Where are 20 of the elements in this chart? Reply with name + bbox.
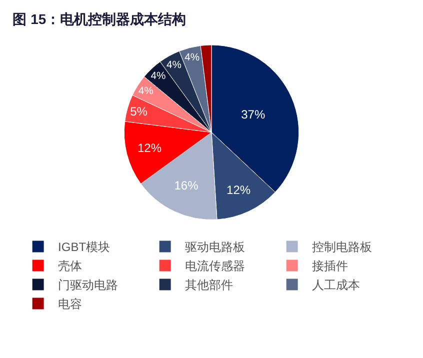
legend-label: 其他部件 (185, 278, 234, 292)
legend-label: 电容 (58, 297, 82, 312)
data-label: 4% (166, 60, 182, 71)
data-label: 12% (226, 183, 251, 198)
data-label: 4% (138, 86, 154, 98)
legend-label: 接插件 (312, 259, 348, 274)
legend-label: 电流传感器 (185, 259, 246, 274)
data-label: 4% (150, 71, 166, 82)
legend-label: 门驱动电路 (58, 278, 118, 292)
data-label: 16% (174, 178, 199, 193)
legend-label: 控制电路板 (312, 240, 372, 254)
legend-label: 驱动电路板 (185, 240, 246, 254)
legend-label: IGBT模块 (58, 240, 110, 254)
data-label: 5% (130, 104, 148, 118)
legend-label: 人工成本 (312, 278, 360, 292)
legend-label: 壳体 (58, 259, 82, 274)
data-label: 4% (184, 52, 200, 64)
data-label: 12% (137, 141, 162, 156)
chart-title: 图 15：电机控制器成本结构 (12, 11, 186, 28)
data-label: 37% (241, 107, 266, 122)
